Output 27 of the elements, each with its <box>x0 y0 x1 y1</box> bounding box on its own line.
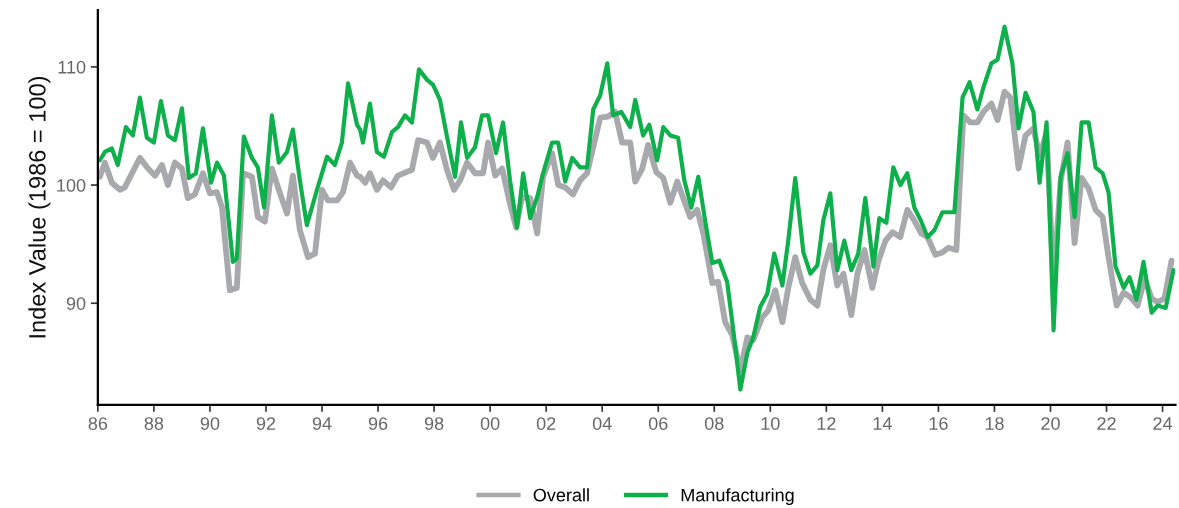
x-tick-label: 16 <box>929 417 948 430</box>
y-tick-label: 100 <box>57 179 86 192</box>
x-tick-label: 02 <box>536 417 556 430</box>
x-tick-label: 08 <box>704 417 724 430</box>
y-tick-label: 110 <box>58 60 86 74</box>
x-tick-label: 22 <box>1097 417 1116 430</box>
x-tick-label: 94 <box>312 417 332 430</box>
legend-label: Manufacturing <box>681 488 794 506</box>
x-tick-label: 86 <box>88 417 108 430</box>
line-series <box>97 24 1176 392</box>
x-tick-label: 14 <box>873 417 892 430</box>
x-tick-label: 12 <box>817 417 836 430</box>
legend-label: Overall <box>533 488 589 502</box>
x-tick-label: 98 <box>424 417 444 430</box>
x-tick-label: 10 <box>761 417 780 430</box>
x-tick-label: 92 <box>256 417 276 430</box>
x-tick-label: 18 <box>985 417 1004 430</box>
x-tick-label: 88 <box>144 417 164 430</box>
x-tick-label: 06 <box>648 417 668 430</box>
x-tick-label: 90 <box>200 417 220 430</box>
x-tick-label: 24 <box>1153 417 1173 430</box>
y-axis-title: Index Value (1986 = 100) <box>28 76 51 338</box>
y-tick-label: 90 <box>66 297 86 310</box>
x-tick-label: 04 <box>592 417 612 430</box>
x-tick-label: 20 <box>1041 417 1060 430</box>
x-tick-label: 96 <box>368 417 388 430</box>
x-tick-label: 00 <box>480 417 500 430</box>
